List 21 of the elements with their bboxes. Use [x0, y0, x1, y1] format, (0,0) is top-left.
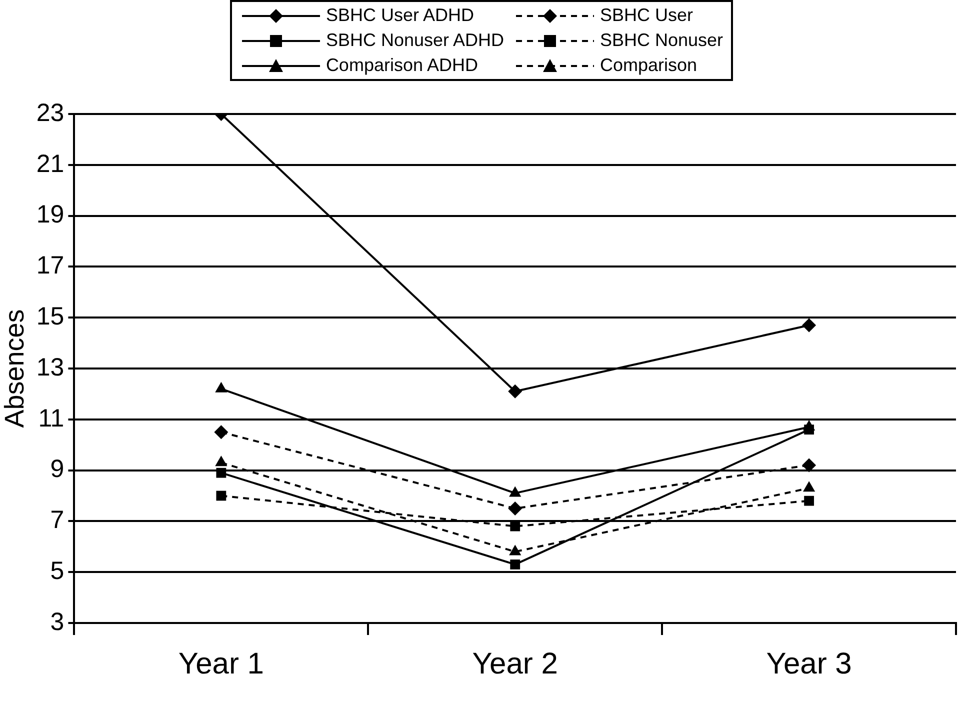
y-tick-label: 5	[50, 556, 64, 585]
legend-label: Comparison	[600, 55, 698, 76]
x-tick-label: Year 1	[178, 647, 264, 680]
y-tick-label: 19	[36, 200, 64, 229]
legend-label: Comparison ADHD	[326, 55, 478, 76]
y-tick-label: 21	[36, 150, 64, 178]
y-tick-label: 23	[36, 98, 64, 127]
x-tick-label: Year 2	[472, 647, 558, 680]
y-tick-label: 17	[36, 252, 64, 280]
legend-label: SBHC User	[600, 5, 694, 26]
y-tick-label: 3	[50, 608, 64, 636]
y-tick-label: 11	[38, 404, 64, 432]
y-tick-label: 9	[50, 455, 64, 484]
y-tick-label: 7	[50, 506, 64, 534]
legend-label: SBHC Nonuser ADHD	[326, 30, 504, 51]
legend-label: SBHC User ADHD	[326, 5, 474, 26]
x-tick-label: Year 3	[766, 647, 852, 680]
y-axis-title: Absences	[0, 309, 30, 428]
y-tick-label: 15	[36, 302, 64, 330]
y-tick-label: 13	[36, 353, 64, 382]
legend-label: SBHC Nonuser	[600, 30, 724, 51]
